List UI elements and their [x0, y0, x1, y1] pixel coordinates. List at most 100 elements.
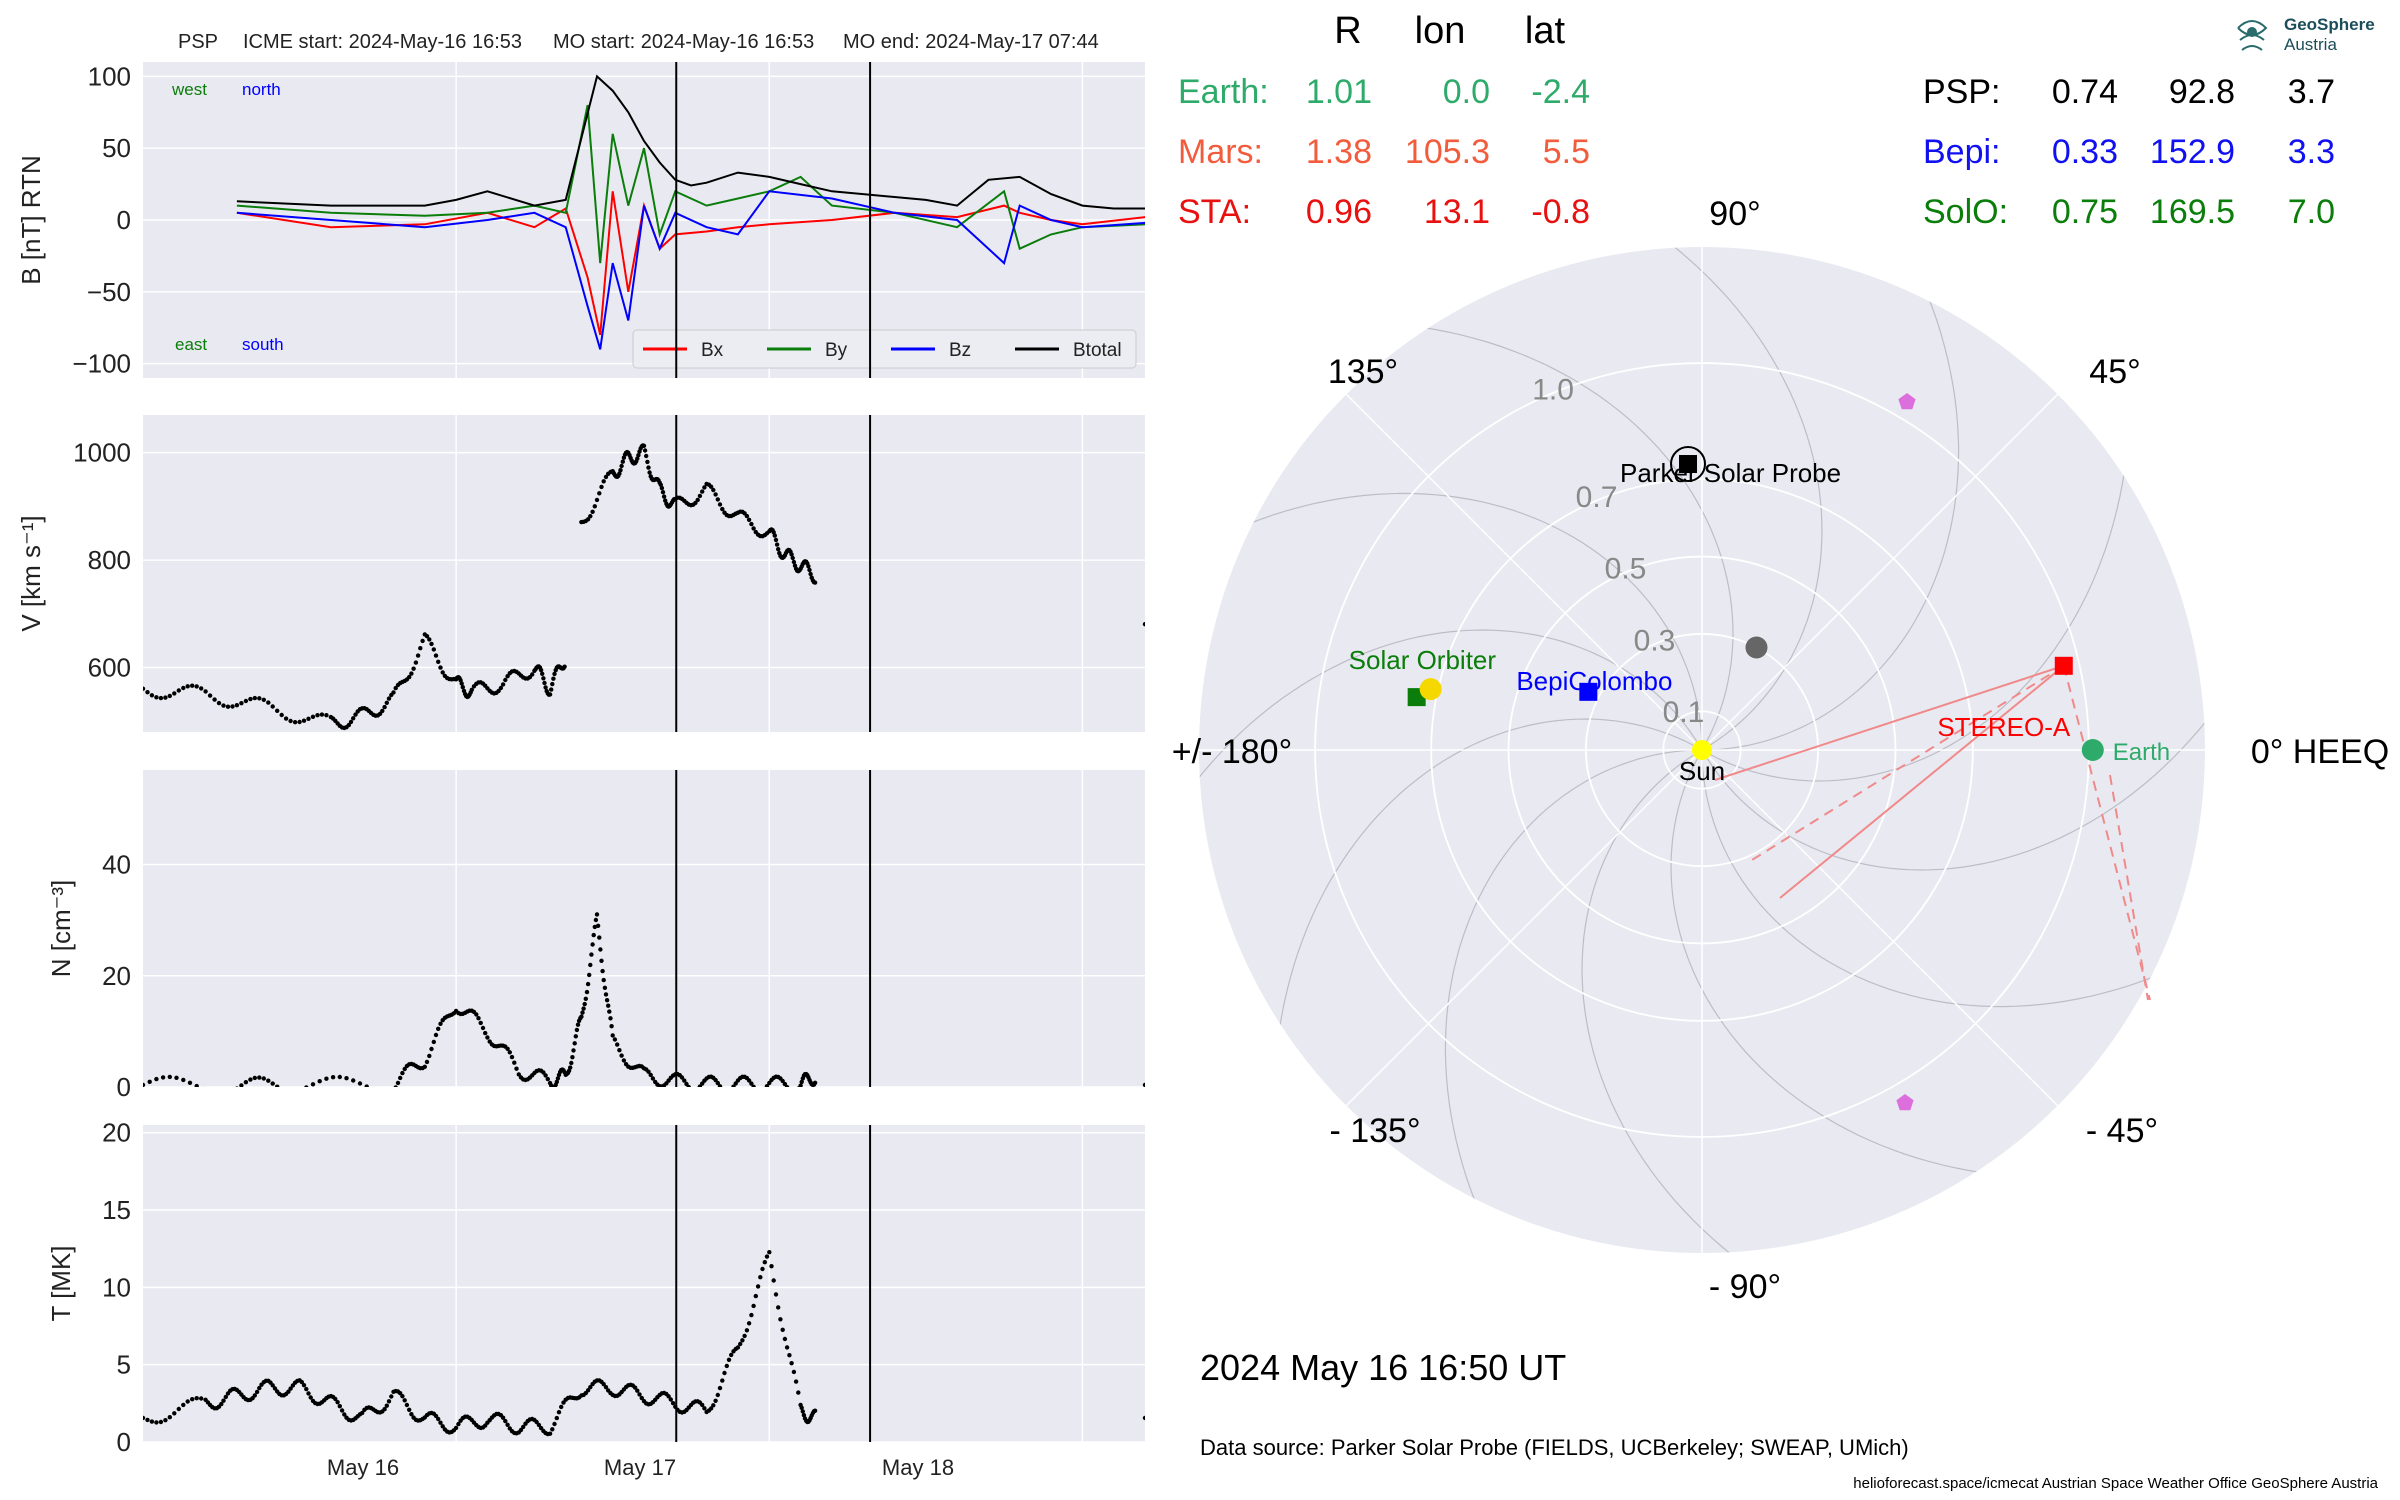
data-point	[588, 1385, 593, 1390]
data-point	[248, 696, 253, 702]
data-point	[337, 1074, 342, 1080]
data-point	[1190, 1425, 1194, 1429]
object-mars	[1745, 636, 1768, 659]
data-point	[791, 559, 797, 565]
angle-label: - 90°	[1709, 1268, 1781, 1306]
data-point	[585, 981, 591, 987]
stereo-a-fov-line	[1751, 664, 2065, 861]
table-r: 0.33	[2052, 133, 2118, 171]
table-name: PSP:	[1923, 73, 2000, 111]
data-point	[1172, 592, 1176, 596]
data-point	[212, 697, 217, 702]
data-point	[1199, 1416, 1203, 1420]
data-point	[1174, 1079, 1178, 1083]
data-point	[799, 1405, 804, 1411]
legend-label: Bz	[949, 340, 971, 361]
data-point	[812, 1408, 818, 1413]
object-marker	[2081, 739, 2104, 761]
data-point	[301, 718, 307, 723]
data-point	[1194, 1420, 1198, 1424]
data-point	[1326, 1090, 1330, 1094]
data-point	[598, 947, 603, 952]
angle-label: 90°	[1709, 195, 1760, 233]
data-point	[579, 1014, 584, 1019]
data-point	[167, 1074, 172, 1080]
data-point	[203, 689, 208, 694]
table-r: 0.74	[2052, 73, 2118, 111]
data-point	[774, 542, 780, 547]
angle-label: - 135°	[1329, 1112, 1420, 1150]
data-point	[585, 1388, 591, 1393]
data-point	[299, 1379, 304, 1385]
corner-label: north	[242, 80, 281, 99]
data-point	[1277, 1081, 1281, 1085]
data-point	[1205, 1084, 1209, 1088]
data-point	[717, 502, 723, 507]
data-point	[632, 1385, 638, 1390]
data-point	[776, 1305, 781, 1310]
data-point	[518, 1427, 524, 1433]
data-point	[1183, 1085, 1187, 1089]
data-point	[413, 660, 419, 665]
data-point	[288, 1090, 292, 1094]
data-point	[800, 1409, 805, 1414]
data-point	[787, 1353, 792, 1358]
data-point	[780, 1327, 785, 1333]
data-point	[551, 676, 556, 681]
solo-marker	[1419, 678, 1442, 701]
data-point	[418, 646, 423, 651]
data-point	[407, 1407, 412, 1413]
data-point	[787, 1088, 791, 1092]
logo-text: GeoSphere	[2284, 15, 2375, 34]
data-point	[637, 1392, 642, 1397]
data-point	[806, 564, 811, 569]
data-point	[1154, 619, 1158, 623]
data-point	[1286, 1076, 1290, 1080]
data-point	[740, 1338, 745, 1343]
data-point	[591, 932, 596, 938]
data-point	[478, 1020, 483, 1026]
object-marker	[1579, 682, 1598, 701]
data-point	[713, 492, 718, 497]
data-point	[612, 1037, 618, 1042]
data-point	[812, 580, 818, 585]
data-point	[1205, 1419, 1209, 1423]
object-label: Solar Orbiter	[1349, 645, 1497, 675]
data-point	[547, 692, 553, 697]
table-name: Mars:	[1178, 133, 1263, 171]
data-point	[599, 484, 604, 490]
date-time: 2024 May 16 16:50 UT	[1200, 1347, 1566, 1388]
object-label: BepiColombo	[1516, 666, 1672, 696]
data-point	[1340, 1417, 1344, 1421]
data-point	[601, 479, 606, 484]
data-point	[500, 682, 506, 687]
data-point	[686, 1084, 691, 1087]
data-point	[1308, 1081, 1312, 1085]
data-point	[1214, 1421, 1218, 1425]
data-point	[395, 1080, 401, 1086]
data-point	[310, 714, 316, 719]
data-point	[606, 1003, 611, 1008]
data-point	[661, 494, 667, 499]
data-point	[727, 1089, 731, 1093]
data-point	[324, 1076, 329, 1081]
data-point	[753, 1293, 758, 1299]
data-point	[550, 1427, 555, 1432]
data-point	[1322, 1430, 1326, 1434]
data-point	[306, 1391, 311, 1396]
data-point	[749, 521, 754, 527]
data-point	[1353, 1423, 1357, 1427]
data-point	[722, 1089, 726, 1093]
data-point	[583, 996, 588, 1001]
data-point	[758, 1275, 763, 1280]
data-point	[1217, 1421, 1221, 1425]
data-point	[181, 1402, 186, 1408]
plot-area	[236, 74, 1145, 350]
data-point	[691, 1088, 695, 1092]
data-point	[509, 1054, 515, 1060]
data-point	[715, 1080, 720, 1086]
data-point	[1252, 1413, 1256, 1417]
data-point	[700, 1402, 705, 1408]
ytick-label: 600	[88, 653, 131, 683]
data-point	[668, 1397, 673, 1402]
